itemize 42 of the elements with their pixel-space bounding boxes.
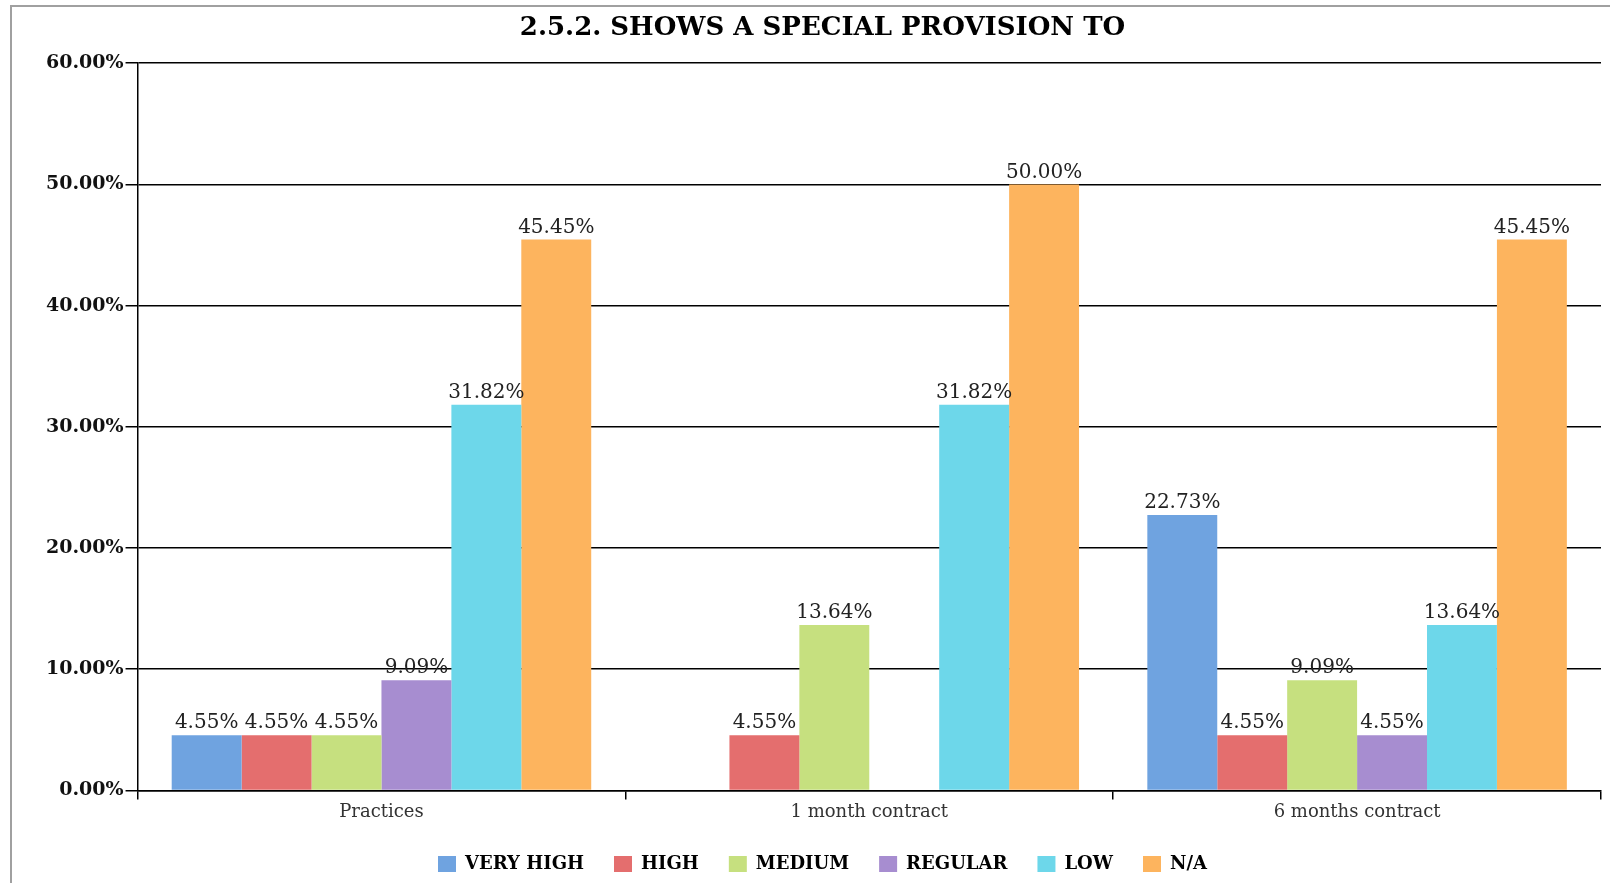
bar <box>799 625 870 790</box>
y-tick-label: 30.00% <box>45 413 124 436</box>
bar <box>1147 514 1218 790</box>
chart-title: 2.5.2. SHOWS A SPECIAL PROVISION TO <box>519 11 1126 42</box>
data-label: 4.55% <box>244 709 309 734</box>
y-tick-label: 10.00% <box>45 656 124 679</box>
data-label: 4.55% <box>732 709 797 734</box>
x-tick-label: 6 months contract <box>1273 799 1442 821</box>
bar <box>171 735 242 790</box>
data-label: 45.45% <box>1493 213 1571 238</box>
bar <box>1217 735 1288 790</box>
data-label: 4.55% <box>314 709 379 734</box>
x-tick-label: Practices <box>339 799 424 821</box>
legend-label: VERY HIGH <box>464 851 585 873</box>
bar <box>1427 625 1497 790</box>
data-label: 4.55% <box>1220 709 1284 734</box>
y-tick-label: 20.00% <box>45 534 124 557</box>
y-tick-label: 40.00% <box>45 292 124 315</box>
bar <box>381 680 452 790</box>
y-tick-label: 60.00% <box>45 50 124 73</box>
data-label: 50.00% <box>1005 158 1083 183</box>
bar <box>1009 184 1080 790</box>
bar <box>451 404 522 790</box>
legend-label: N/A <box>1170 851 1209 873</box>
legend-label: HIGH <box>641 851 699 873</box>
bar <box>1287 680 1358 790</box>
bar <box>311 735 382 790</box>
legend-label: LOW <box>1064 851 1114 873</box>
bar <box>1357 735 1428 790</box>
data-label: 13.64% <box>796 599 873 624</box>
data-label: 4.55% <box>1360 709 1424 734</box>
data-label: 45.45% <box>518 213 595 238</box>
y-tick-label: 50.00% <box>45 171 124 194</box>
y-tick-label: 0.00% <box>59 777 124 800</box>
x-tick-label: 1 month contract <box>790 799 949 821</box>
legend-label: MEDIUM <box>755 851 850 873</box>
data-label: 4.55% <box>174 709 239 734</box>
bar <box>729 735 800 790</box>
data-label: 22.73% <box>1144 489 1221 514</box>
bar <box>939 404 1010 790</box>
bar <box>241 735 312 790</box>
legend-label: REGULAR <box>906 851 1009 873</box>
